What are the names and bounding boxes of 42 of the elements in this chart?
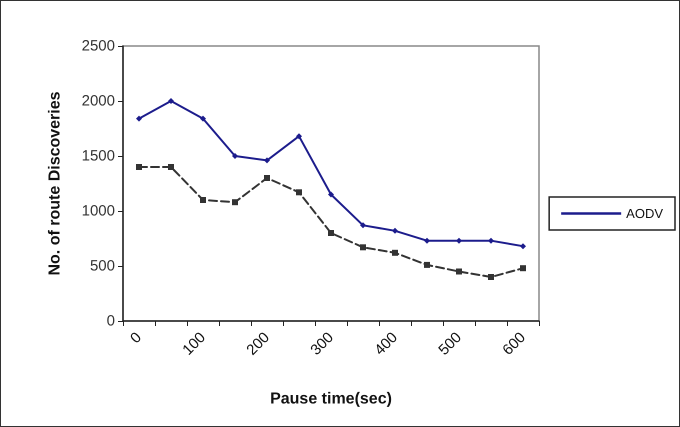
y-tick-label: 1000 xyxy=(82,202,115,220)
x-tick-label: 500 xyxy=(435,328,466,359)
point xyxy=(520,265,526,272)
point xyxy=(232,199,238,206)
point xyxy=(296,189,302,196)
point xyxy=(424,238,430,244)
point xyxy=(392,228,398,234)
x-axis-title: Pause time(sec) xyxy=(270,390,392,408)
point xyxy=(168,98,174,104)
point xyxy=(488,238,494,244)
x-tick-label: 600 xyxy=(499,328,530,359)
point xyxy=(232,153,238,159)
point xyxy=(360,244,366,250)
y-axis-title: No. of route Discoveries xyxy=(46,91,64,276)
point xyxy=(424,262,430,268)
point xyxy=(488,274,494,280)
point xyxy=(264,157,270,164)
x-tick-label: 200 xyxy=(243,328,274,359)
point xyxy=(296,133,302,140)
x-tick-label: 300 xyxy=(307,328,338,359)
legend-label: AODV xyxy=(626,206,664,221)
point xyxy=(328,192,334,198)
x-tick-label: 100 xyxy=(179,328,210,359)
y-tick-label: 2500 xyxy=(82,38,115,54)
y-tick-label: 500 xyxy=(90,258,115,274)
point xyxy=(136,164,142,170)
point xyxy=(328,230,334,236)
point xyxy=(520,243,526,250)
y-tick-label: 1500 xyxy=(82,148,115,164)
point xyxy=(392,250,398,256)
x-tick-label: 0 xyxy=(127,328,146,347)
point xyxy=(360,222,366,228)
point xyxy=(168,164,174,170)
point xyxy=(200,116,206,122)
point xyxy=(264,175,270,181)
point xyxy=(136,116,142,122)
point xyxy=(200,197,206,203)
y-tick-label: 0 xyxy=(106,312,115,330)
x-tick-label: 400 xyxy=(371,328,402,359)
y-tick-label: 2000 xyxy=(82,92,115,110)
point xyxy=(456,268,462,274)
point xyxy=(456,238,462,244)
